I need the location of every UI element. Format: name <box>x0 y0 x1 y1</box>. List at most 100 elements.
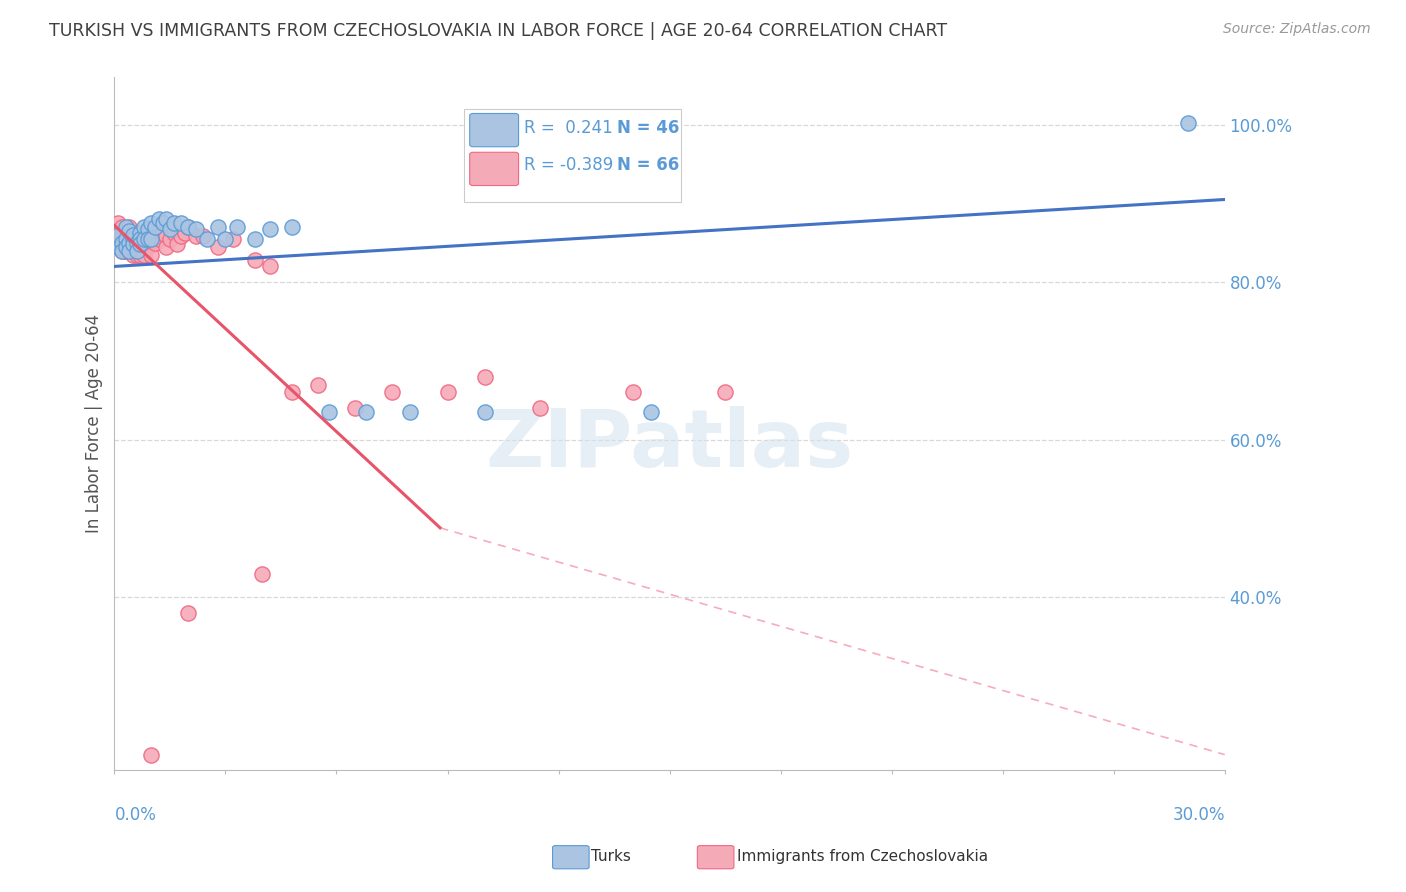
Point <box>152 216 174 230</box>
Point <box>474 369 496 384</box>
Point <box>107 240 129 254</box>
Point <box>207 240 229 254</box>
Point <box>281 385 304 400</box>
Point <box>243 232 266 246</box>
Point <box>343 401 366 416</box>
Point <box>122 227 145 242</box>
Point <box>111 244 134 258</box>
Point <box>399 405 422 419</box>
Point <box>193 229 215 244</box>
FancyBboxPatch shape <box>470 113 519 146</box>
Point <box>474 405 496 419</box>
Text: N = 46: N = 46 <box>617 119 679 137</box>
Point <box>114 227 136 242</box>
Point <box>125 241 148 255</box>
Text: 30.0%: 30.0% <box>1173 805 1225 824</box>
Text: R =  0.241: R = 0.241 <box>524 119 613 137</box>
Point <box>125 234 148 248</box>
Point <box>122 235 145 250</box>
Text: Immigrants from Czechoslovakia: Immigrants from Czechoslovakia <box>737 849 988 863</box>
Point <box>132 229 155 244</box>
Point <box>122 232 145 246</box>
Point <box>281 220 304 235</box>
Point <box>125 227 148 242</box>
Point <box>136 232 159 246</box>
Point <box>529 401 551 416</box>
Point <box>155 240 177 254</box>
Text: TURKISH VS IMMIGRANTS FROM CZECHOSLOVAKIA IN LABOR FORCE | AGE 20-64 CORRELATION: TURKISH VS IMMIGRANTS FROM CZECHOSLOVAKI… <box>49 22 948 40</box>
Point <box>129 229 152 244</box>
Point <box>381 385 404 400</box>
Point <box>143 220 166 235</box>
Point <box>141 229 163 244</box>
Point <box>114 240 136 254</box>
Point <box>132 232 155 246</box>
Point <box>184 229 207 244</box>
Point <box>136 240 159 254</box>
Text: 0.0%: 0.0% <box>114 805 156 824</box>
Point <box>155 212 177 227</box>
Point <box>114 244 136 258</box>
Point <box>141 747 163 762</box>
Point <box>243 253 266 268</box>
Point <box>118 220 141 235</box>
Point <box>111 244 134 258</box>
Point <box>111 232 134 246</box>
FancyBboxPatch shape <box>470 153 519 186</box>
Point <box>148 232 170 246</box>
Point <box>122 247 145 261</box>
Point <box>129 237 152 252</box>
Point <box>214 232 236 246</box>
Point <box>132 247 155 261</box>
Point <box>129 237 152 252</box>
Point <box>621 385 644 400</box>
Text: R = -0.389: R = -0.389 <box>524 156 613 175</box>
Point <box>125 235 148 250</box>
Text: Turks: Turks <box>591 849 630 863</box>
Point <box>207 220 229 235</box>
Point <box>114 232 136 246</box>
Point <box>177 220 200 235</box>
Point <box>118 227 141 242</box>
Point <box>132 220 155 235</box>
Point <box>354 405 377 419</box>
Point <box>162 216 184 230</box>
Point <box>122 232 145 246</box>
Y-axis label: In Labor Force | Age 20-64: In Labor Force | Age 20-64 <box>86 314 103 533</box>
Point <box>118 244 141 258</box>
Point <box>259 221 281 235</box>
Point <box>111 220 134 235</box>
Point <box>177 220 200 235</box>
Point <box>1177 116 1199 130</box>
Point <box>714 385 737 400</box>
Point <box>170 229 193 244</box>
Point <box>136 221 159 235</box>
Point <box>225 220 247 235</box>
Point <box>222 232 245 246</box>
Text: Source: ZipAtlas.com: Source: ZipAtlas.com <box>1223 22 1371 37</box>
Point <box>436 385 458 400</box>
Point <box>259 260 281 274</box>
Point <box>114 235 136 250</box>
Point <box>143 227 166 242</box>
Point <box>114 220 136 235</box>
Point <box>125 247 148 261</box>
Point <box>155 229 177 244</box>
Point <box>148 212 170 227</box>
Point <box>141 237 163 252</box>
Point <box>118 235 141 250</box>
Point <box>118 224 141 238</box>
Point <box>118 244 141 258</box>
Point <box>195 232 218 246</box>
Point <box>107 227 129 242</box>
Point <box>166 237 188 252</box>
Point <box>129 247 152 261</box>
Point <box>170 216 193 230</box>
Point <box>141 232 163 246</box>
Point <box>173 227 195 241</box>
Point <box>118 232 141 246</box>
Point <box>159 232 181 246</box>
Point <box>122 227 145 241</box>
Point <box>114 244 136 258</box>
Point <box>152 227 174 241</box>
